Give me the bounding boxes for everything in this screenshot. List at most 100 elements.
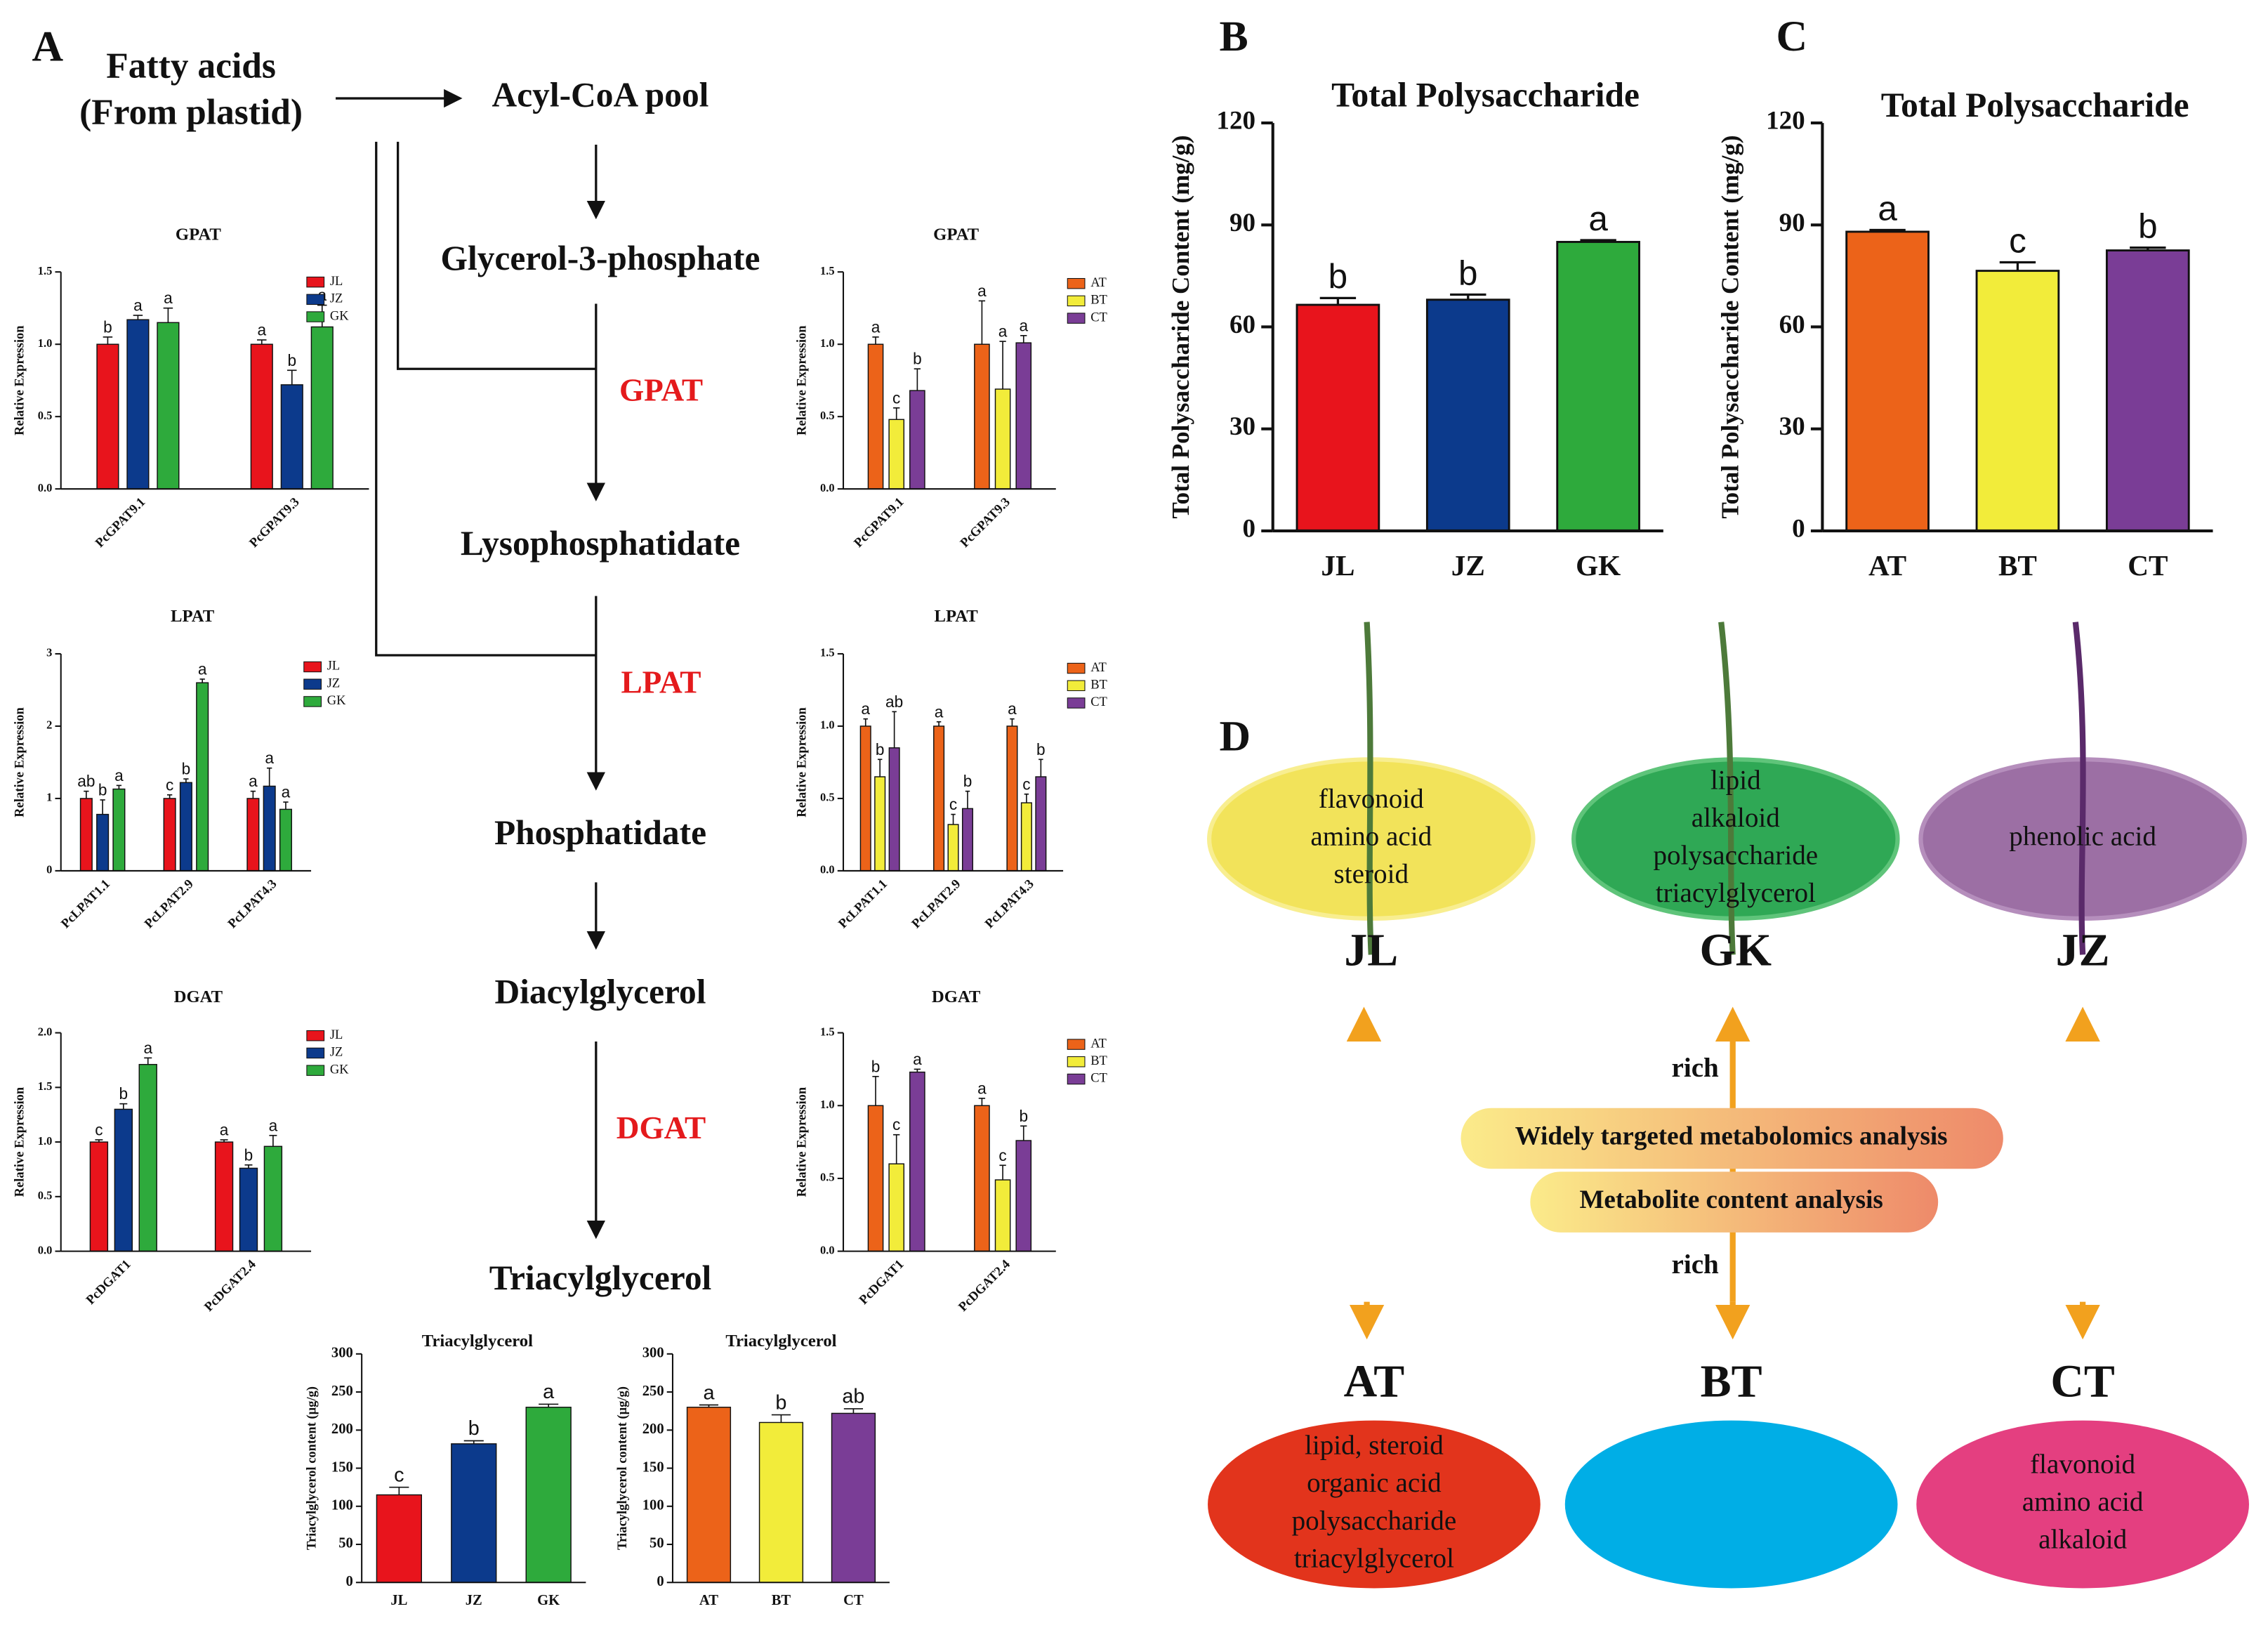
x-tick-label: AT xyxy=(1868,549,1906,582)
legend-swatch xyxy=(1067,662,1086,674)
metabolite: phenolic acid xyxy=(2009,822,2156,852)
significance-letter: a xyxy=(220,1121,229,1139)
metabolite: polysaccharide xyxy=(1653,840,1818,870)
bar xyxy=(280,384,303,490)
tissue-label: BT xyxy=(1701,1355,1762,1407)
plant-label: JZ xyxy=(2056,924,2110,975)
metabolite: alkaloid xyxy=(2038,1525,2127,1555)
bar xyxy=(831,1412,876,1583)
significance-letter: b xyxy=(913,350,922,368)
significance-letter: ab xyxy=(842,1386,864,1408)
x-tick-label: AT xyxy=(699,1593,718,1608)
legend-label: JL xyxy=(327,659,341,674)
y-tick-label: 50 xyxy=(338,1536,353,1551)
bar xyxy=(214,1141,234,1252)
legend-swatch xyxy=(306,294,325,306)
x-tick-label: PcDGAT1 xyxy=(84,1257,134,1308)
significance-letter: a xyxy=(133,296,143,315)
bar xyxy=(1006,725,1018,872)
bar xyxy=(163,798,176,872)
significance-letter: b xyxy=(1036,740,1046,758)
significance-letter: a xyxy=(977,282,987,300)
significance-letter: a xyxy=(935,702,944,721)
bar xyxy=(525,1407,572,1583)
bar xyxy=(451,1443,497,1583)
significance-letter: c xyxy=(2009,221,2026,260)
bar xyxy=(157,322,180,490)
legend-swatch xyxy=(1067,1073,1086,1085)
significance-letter: a xyxy=(998,322,1008,341)
bar xyxy=(1295,303,1380,532)
legend-swatch xyxy=(1067,697,1086,709)
legend-label: GK xyxy=(330,308,349,323)
bar xyxy=(1015,1140,1032,1252)
chart-title: Total Polysaccharide xyxy=(1331,75,1640,114)
chart: Total Polysaccharide Total Polysaccharide… xyxy=(1717,86,2213,582)
bar xyxy=(1425,298,1510,532)
legend-swatch xyxy=(1067,295,1086,307)
y-tick-label: 0.5 xyxy=(820,1171,835,1184)
bar xyxy=(114,1108,133,1252)
metabolite: flavonoid xyxy=(2030,1449,2135,1479)
metabolite: amino acid xyxy=(2022,1487,2144,1517)
pathway-node: Triacylglycerol xyxy=(489,1259,712,1297)
bar xyxy=(874,776,886,872)
significance-letter: b xyxy=(1458,254,1478,292)
bar xyxy=(888,747,900,872)
y-tick-label: 100 xyxy=(331,1498,353,1513)
analysis-label: Metabolite content analysis xyxy=(1579,1185,1883,1214)
metabolite: lipid, steroid xyxy=(1305,1431,1444,1461)
bar xyxy=(126,319,150,490)
bar xyxy=(859,725,871,872)
bar xyxy=(310,326,334,490)
x-tick-label: PcLPAT4.3 xyxy=(982,876,1037,931)
y-tick-label: 1.5 xyxy=(38,1079,53,1093)
legend-label: CT xyxy=(1090,695,1107,709)
bar xyxy=(1035,776,1047,872)
legend-label: BT xyxy=(1090,293,1107,308)
significance-letter: a xyxy=(913,1050,922,1068)
significance-letter: c xyxy=(166,775,173,794)
y-tick-label: 1.5 xyxy=(38,264,53,277)
y-tick-label: 0.5 xyxy=(38,1189,53,1202)
chart-title: GPAT xyxy=(176,225,221,244)
bar xyxy=(246,798,260,872)
y-axis-label: Triacylglycerol content (μg/g) xyxy=(304,1386,319,1550)
significance-letter: ab xyxy=(77,772,95,790)
chart-title: LPAT xyxy=(171,607,215,626)
y-tick-label: 1.5 xyxy=(820,1025,835,1038)
chart: Total Polysaccharide Total Polysaccharide… xyxy=(1167,75,1663,582)
legend-label: JZ xyxy=(330,291,343,306)
chart-title: LPAT xyxy=(935,607,979,626)
significance-letter: a xyxy=(249,772,258,790)
legend-swatch xyxy=(303,661,322,673)
significance-letter: b xyxy=(119,1084,128,1103)
bar xyxy=(2105,249,2190,532)
y-tick-label: 0 xyxy=(46,863,52,876)
significance-letter: a xyxy=(703,1381,715,1404)
bar xyxy=(239,1167,258,1252)
bar xyxy=(686,1407,732,1583)
x-tick-label: GK xyxy=(1576,549,1621,582)
significance-letter: b xyxy=(2138,207,2158,246)
y-tick-label: 300 xyxy=(331,1346,353,1361)
chart: GPAT Relative Expression 0.0 0.5 1.0 1.5 b a a Pc… xyxy=(12,225,369,551)
y-axis-label: Relative Expression xyxy=(795,325,810,435)
chart-title: Triacylglycerol xyxy=(725,1332,836,1351)
y-tick-label: 0 xyxy=(1792,514,1805,543)
significance-letter: c xyxy=(1022,775,1030,793)
x-tick-label: BT xyxy=(772,1593,791,1608)
y-tick-label: 0.0 xyxy=(38,481,53,494)
pathway-node: Diacylglycerol xyxy=(494,972,706,1011)
metabolite: polysaccharide xyxy=(1292,1506,1457,1536)
significance-letter: a xyxy=(282,783,291,801)
bar xyxy=(909,390,925,490)
y-tick-label: 120 xyxy=(1216,107,1255,136)
x-tick-label: PcDGAT2.4 xyxy=(956,1257,1013,1315)
x-tick-label: PcGPAT9.1 xyxy=(851,494,906,550)
bar xyxy=(974,343,990,490)
metabolite: flavonoid xyxy=(1319,784,1424,814)
bar xyxy=(947,824,959,872)
chart-title: GPAT xyxy=(933,225,979,244)
